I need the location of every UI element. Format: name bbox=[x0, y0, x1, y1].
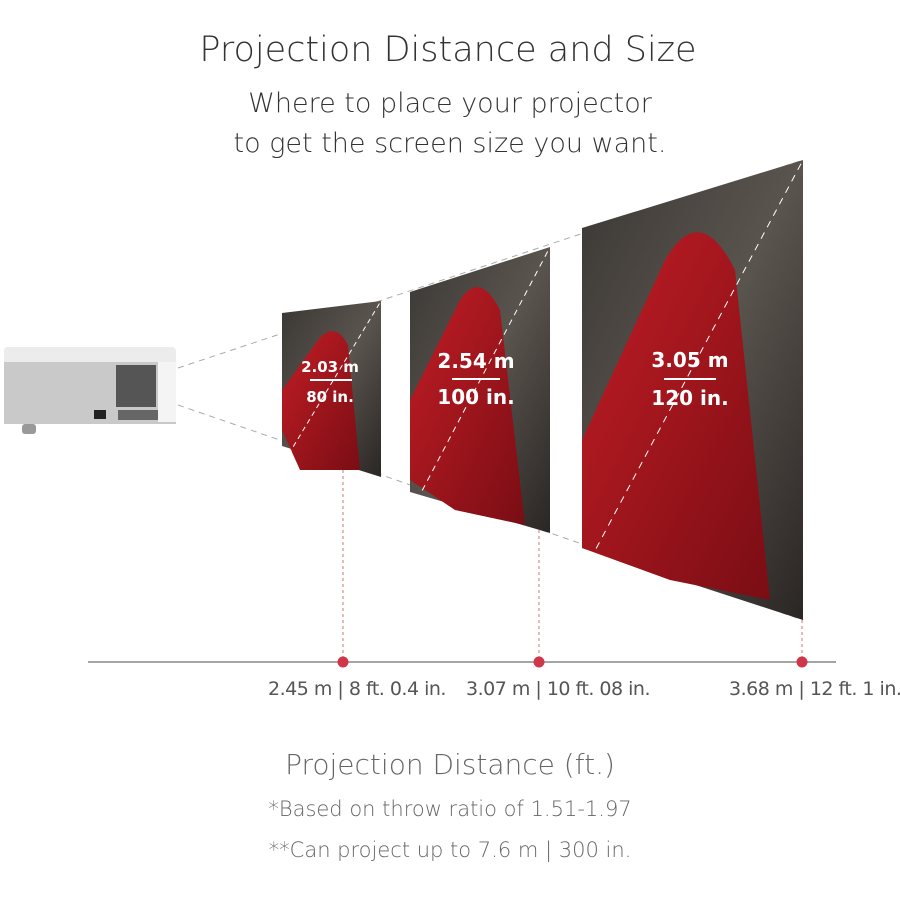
page-title: Projection Distance and Size bbox=[199, 30, 697, 70]
distance-marker-1 bbox=[337, 656, 349, 668]
distance-label-1: 2.45 m | 8 ft. 0.4 in. bbox=[268, 678, 446, 700]
screen-2-meters: 2.54 m bbox=[437, 349, 514, 373]
screen-80in bbox=[282, 300, 382, 477]
screen-1-meters: 2.03 m bbox=[301, 358, 359, 376]
footnote-throw-ratio: *Based on throw ratio of 1.51-1.97 bbox=[268, 797, 632, 821]
screen-3-inches: 120 in. bbox=[651, 386, 728, 410]
screen-120in bbox=[582, 159, 804, 620]
distance-label-3: 3.68 m | 12 ft. 1 in. bbox=[729, 678, 900, 700]
footnote-max-size: **Can project up to 7.6 m | 300 in. bbox=[268, 838, 632, 862]
distance-marker-2 bbox=[533, 656, 545, 668]
screen-1-inches: 80 in. bbox=[306, 388, 354, 406]
subtitle-line-1: Where to place your projector bbox=[248, 88, 652, 119]
screen-3-meters: 3.05 m bbox=[651, 348, 728, 372]
projector-image bbox=[4, 347, 176, 434]
distance-label-2: 3.07 m | 10 ft. 08 in. bbox=[466, 678, 651, 700]
distance-marker-3 bbox=[796, 656, 808, 668]
screen-2-inches: 100 in. bbox=[437, 385, 514, 409]
screen-100in bbox=[410, 246, 551, 533]
axis-title: Projection Distance (ft.) bbox=[285, 748, 615, 781]
subtitle-line-2: to get the screen size you want. bbox=[233, 128, 667, 159]
